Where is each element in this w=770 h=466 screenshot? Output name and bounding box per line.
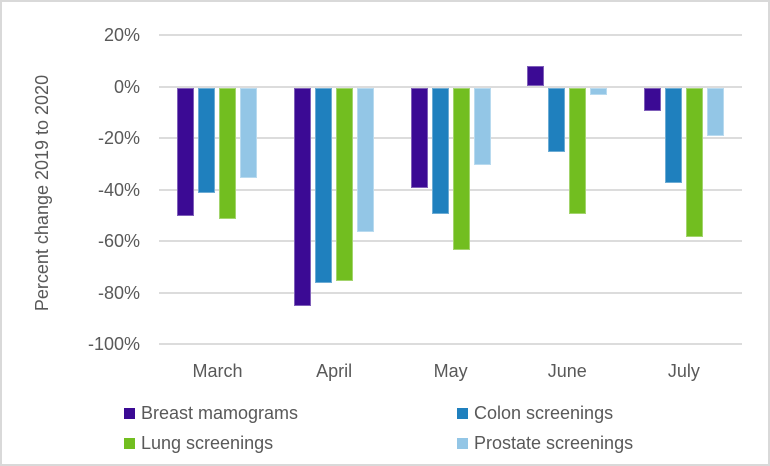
x-axis: March April May June July [159, 361, 742, 385]
bar-prostate-screenings-june [590, 87, 608, 96]
bar-breast-mamograms-june [527, 65, 545, 87]
legend-marker-icon [124, 437, 135, 449]
bar-colon-screenings-april [314, 87, 332, 284]
legend-item-prostate-screenings: Prostate screenings [457, 432, 633, 454]
legend-item-colon-screenings: Colon screenings [457, 402, 613, 424]
x-label-may: May [433, 361, 468, 381]
bar-colon-screenings-july [664, 87, 682, 183]
bar-prostate-screenings-march [240, 87, 258, 178]
legend-item-breast-mamograms: Breast mamograms [124, 402, 298, 424]
bar-lung-screenings-april [335, 87, 353, 281]
bar-breast-mamograms-may [410, 87, 428, 188]
y-tick-label: -40% [97, 179, 140, 200]
y-tick-label: -100% [87, 334, 140, 354]
legend-marker-icon [457, 437, 468, 449]
gridline--40- [159, 188, 742, 191]
bar-prostate-screenings-april [356, 87, 374, 232]
legend-label: Breast mamograms [141, 402, 299, 423]
gridline--100- [159, 343, 742, 345]
legend-marker-icon [457, 407, 468, 419]
legend-item-lung-screenings: Lung screenings [124, 432, 273, 454]
plot-area [159, 34, 742, 345]
gridline--20- [159, 137, 742, 139]
legend-label: Lung screenings [141, 432, 274, 453]
legend-marker-icon [124, 407, 135, 419]
bar-lung-screenings-may [452, 87, 470, 250]
legend-label: Colon screenings [474, 402, 614, 423]
bar-prostate-screenings-may [473, 87, 491, 165]
gridline-20- [159, 34, 742, 36]
bar-breast-mamograms-march [177, 87, 195, 217]
y-tick-label: 20% [103, 25, 140, 45]
bar-lung-screenings-march [219, 87, 237, 219]
bar-breast-mamograms-april [293, 87, 311, 307]
bar-prostate-screenings-july [706, 87, 724, 137]
gridline--60- [159, 240, 742, 242]
x-label-june: June [547, 361, 587, 381]
x-label-july: July [667, 361, 700, 381]
gridline--80- [159, 291, 742, 294]
y-tick-label: -80% [97, 282, 140, 303]
y-axis: 20% 0% -20% -40% -60% -80% -100% [2, 25, 140, 354]
x-label-april: April [316, 361, 353, 381]
bar-colon-screenings-march [198, 87, 216, 194]
bar-lung-screenings-july [685, 87, 703, 237]
x-label-march: March [192, 361, 243, 381]
legend-label: Prostate screenings [474, 432, 634, 453]
y-tick-label: 0% [113, 76, 140, 97]
bar-colon-screenings-june [548, 87, 566, 152]
y-tick-label: -60% [97, 231, 140, 251]
gridline-0- [159, 85, 742, 88]
bar-breast-mamograms-july [643, 87, 661, 111]
bar-colon-screenings-may [431, 87, 449, 214]
y-tick-label: -20% [97, 128, 140, 148]
bar-lung-screenings-june [569, 87, 587, 214]
